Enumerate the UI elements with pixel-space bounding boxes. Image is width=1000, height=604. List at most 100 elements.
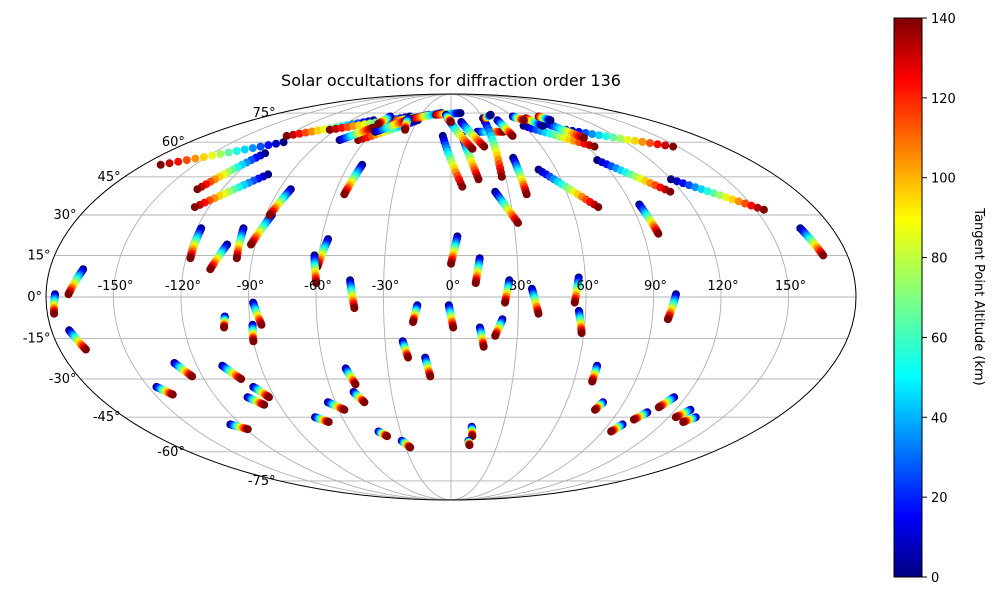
track-point (654, 229, 663, 238)
occultation-track (475, 323, 488, 351)
occultation-track (218, 361, 246, 383)
track-point (426, 372, 435, 381)
track-point (314, 126, 323, 135)
track-point (220, 323, 229, 332)
occultation-track (509, 153, 531, 199)
track-point (534, 309, 543, 318)
track-point (602, 132, 611, 141)
latitude-tick-label: -15° (23, 332, 51, 347)
track-point (340, 190, 349, 199)
occultation-track (593, 156, 675, 196)
latitude-tick-label: 15° (28, 248, 51, 263)
occultation-track (249, 382, 273, 402)
track-point (248, 144, 257, 153)
track-point (591, 405, 599, 414)
latitude-tick-label: -60° (157, 445, 185, 460)
occultation-track (479, 114, 506, 181)
occultation-track (491, 315, 507, 340)
occultation-track (654, 393, 679, 412)
track-point (182, 156, 191, 165)
occultation-track (663, 290, 680, 324)
track-point (249, 337, 258, 346)
occultation-track (543, 119, 588, 142)
occultation-track (438, 131, 467, 191)
track-point (383, 432, 392, 441)
colorbar (893, 17, 923, 578)
track-point (449, 323, 458, 332)
occultation-track (323, 398, 349, 414)
track-point (590, 142, 599, 151)
track-point (709, 189, 718, 198)
occultation-track (232, 224, 248, 263)
track-point (570, 298, 579, 307)
track-point (609, 133, 618, 142)
track-point (190, 203, 199, 212)
longitude-tick-label: -150° (97, 279, 133, 294)
track-point (350, 304, 359, 313)
longitude-tick-label: 120° (707, 279, 738, 294)
longitude-tick-label: -120° (165, 279, 201, 294)
track-point (661, 141, 670, 150)
occultation-track (501, 276, 514, 307)
track-point (588, 377, 597, 386)
occultation-track (491, 187, 522, 227)
occultation-track (156, 138, 288, 169)
track-point (577, 329, 586, 338)
occultation-track (374, 427, 392, 441)
occultation-track (574, 306, 586, 338)
track-point (759, 205, 768, 214)
track-point (188, 372, 197, 381)
occultation-track (671, 405, 695, 422)
track-point (486, 110, 495, 119)
occultation-track (220, 312, 229, 332)
occultation-track (64, 265, 88, 299)
track-point (663, 315, 672, 324)
track-point (256, 142, 265, 151)
track-point (208, 151, 217, 160)
track-point (691, 183, 700, 192)
track-point (289, 130, 298, 139)
occultation-track (679, 413, 700, 426)
track-point (685, 181, 694, 190)
longitude-tick-label: 90° (644, 279, 667, 294)
track-point (272, 139, 280, 148)
track-point (409, 318, 417, 326)
track-point (374, 119, 383, 128)
track-point (404, 353, 413, 362)
track-point (471, 279, 480, 288)
occultation-track (170, 359, 197, 381)
track-point (671, 413, 680, 422)
track-point (666, 187, 675, 196)
occultation-track (629, 408, 652, 424)
occultation-track (467, 422, 477, 441)
occultation-track (421, 353, 435, 381)
occultation-track (190, 170, 273, 212)
track-point (468, 144, 477, 153)
longitude-tick-label: 30° (509, 279, 532, 294)
occultation-track (243, 393, 269, 409)
track-point (629, 415, 638, 424)
track-point (308, 127, 316, 136)
occultation-track (591, 398, 607, 414)
track-point (579, 134, 588, 142)
latitude-tick-label: 30° (53, 208, 76, 223)
occultation-track (310, 251, 321, 288)
track-point (295, 129, 304, 138)
track-point (401, 125, 410, 134)
occultation-track (349, 388, 369, 407)
latitude-tick-label: -75° (248, 474, 276, 489)
longitude-tick-label: -30° (372, 279, 400, 294)
track-point (331, 124, 340, 133)
occultation-track (206, 240, 232, 274)
track-point (247, 240, 255, 249)
latitude-tick-label: 60° (162, 135, 185, 150)
track-point (232, 254, 241, 263)
latitude-tick-label: -30° (49, 372, 77, 387)
occultation-track (311, 413, 333, 426)
track-point (240, 145, 249, 154)
occultation-track (340, 160, 367, 199)
occultation-track (534, 165, 603, 212)
track-point (264, 141, 273, 150)
track-point (623, 135, 632, 144)
